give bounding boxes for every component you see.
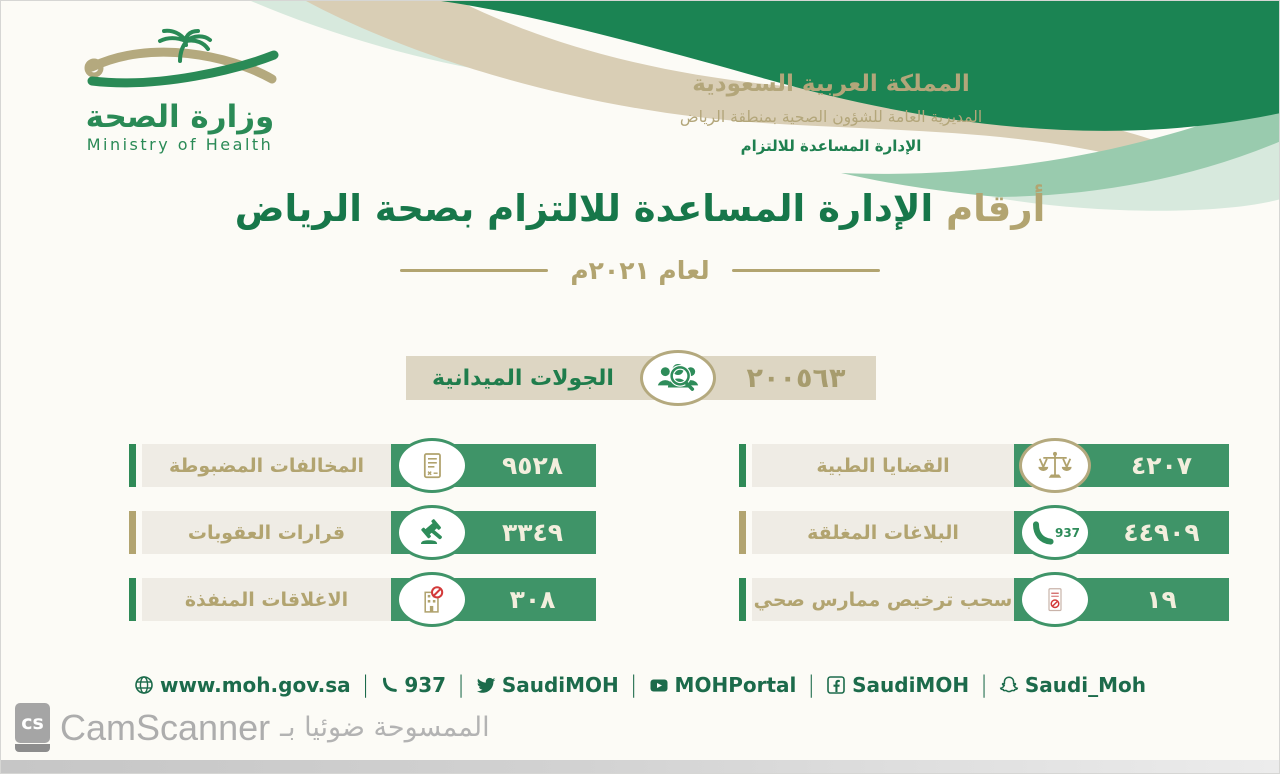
stat-label-zone: الاغلاقات المنفذة <box>142 578 391 621</box>
violations-document-icon <box>396 438 468 493</box>
page-title: أرقام الإدارة المساعدة للالتزام بصحة الر… <box>1 187 1279 230</box>
accent-bar <box>739 578 746 621</box>
footer-item-youtube: MOHPortal <box>649 673 797 697</box>
stat-label-zone: المخالفات المضبوطة <box>142 444 391 487</box>
stat-value: ٣٠٨ <box>509 585 556 614</box>
license-revoked-icon <box>1019 572 1091 627</box>
camscanner-arabic-text: الممسوحة ضوئيا بـ <box>280 712 490 743</box>
footer-separator: | <box>629 672 638 698</box>
footer-snapchat-label: Saudi_Moh <box>1024 673 1147 697</box>
stat-label-zone: القضايا الطبية <box>752 444 1014 487</box>
subtitle-left-dash <box>400 269 549 272</box>
stat-label: القضايا الطبية <box>816 454 950 477</box>
twitter-icon <box>476 677 496 693</box>
stat-value: ٩٥٢٨ <box>501 451 564 480</box>
camscanner-logo-icon: cs <box>15 703 50 752</box>
org-header: المملكة العربية السعودية المديرية العامة… <box>591 71 1071 155</box>
stat-row-closed-reports: البلاغات المغلقة ٤٤٩٠٩ 937 <box>739 505 1229 560</box>
directorate-title: المديرية العامة للشؤون الصحية بمنطقة الر… <box>679 108 983 126</box>
subtitle-text: لعام ٢٠٢١م <box>570 256 710 285</box>
stat-row-license-withdrawal: سحب ترخيص ممارس صحي ١٩ <box>739 572 1229 627</box>
kingdom-title: المملكة العربية السعودية <box>692 71 970 97</box>
globe-icon <box>135 676 153 694</box>
department-title: الإدارة المساعدة للالتزام <box>740 137 922 155</box>
stat-value: ٤٤٩٠٩ <box>1123 518 1200 547</box>
footer-separator: | <box>361 672 370 698</box>
stat-row-violations: المخالفات المضبوطة ٩٥٢٨ <box>129 438 596 493</box>
stat-label-zone: سحب ترخيص ممارس صحي <box>752 578 1014 621</box>
stat-row-medical-cases: القضايا الطبية ٤٢٠٧ <box>739 438 1229 493</box>
people-search-icon <box>640 350 716 406</box>
phone-937-icon: 937 <box>1019 505 1091 560</box>
year-subtitle: لعام ٢٠٢١م <box>1 256 1279 285</box>
snapchat-icon <box>999 676 1018 693</box>
stats-column-left: المخالفات المضبوطة ٩٥٢٨ قرارا <box>129 438 596 645</box>
stat-label-zone: البلاغات المغلقة <box>752 511 1014 554</box>
logo-title-english: Ministry of Health <box>86 134 274 154</box>
stats-column-right: القضايا الطبية ٤٢٠٧ <box>739 438 1229 645</box>
footer-separator: | <box>980 672 988 698</box>
stat-value: ٤٢٠٧ <box>1130 451 1193 480</box>
stat-label: البلاغات المغلقة <box>807 521 959 544</box>
accent-bar <box>739 444 746 487</box>
phone-937-number: 937 <box>1054 525 1081 540</box>
title-rest: الإدارة المساعدة للالتزام بصحة الرياض <box>234 187 934 230</box>
footer-separator: | <box>457 672 465 698</box>
camscanner-brand-text: CamScanner <box>60 706 271 748</box>
footer-separator: | <box>807 672 816 698</box>
justice-scales-icon <box>1019 438 1091 493</box>
footer-contact-bar: www.moh.gov.sa | 937 | SaudiMOH | MOHPor… <box>1 672 1279 698</box>
accent-bar <box>129 578 136 621</box>
stat-value: ٣٣٤٩ <box>501 518 564 547</box>
stat-label: سحب ترخيص ممارس صحي <box>753 588 1013 611</box>
moh-palm-swords-icon <box>84 28 279 88</box>
facebook-icon <box>827 676 845 694</box>
accent-bar <box>129 511 136 554</box>
moh-logo: وزارة الصحة Ministry of Health <box>71 27 289 154</box>
stat-value: ١٩ <box>1146 585 1177 614</box>
closed-building-icon <box>396 572 468 627</box>
camscanner-cs-badge: cs <box>15 703 50 743</box>
hero-stat-field-tours: الجولات الميدانية ٢٠٠٥٦٣ <box>406 350 876 406</box>
scan-edge-strip <box>1 760 1279 773</box>
camscanner-logo-base <box>15 744 50 752</box>
stat-label-zone: قرارات العقوبات <box>142 511 391 554</box>
stat-row-penalty-decisions: قرارات العقوبات ٣٣٤٩ <box>129 505 596 560</box>
footer-phone-label: 937 <box>404 673 447 697</box>
footer-item-snapchat: Saudi_Moh <box>999 673 1146 697</box>
footer-website-label: www.moh.gov.sa <box>159 673 351 697</box>
stat-label: المخالفات المضبوطة <box>168 454 365 477</box>
footer-item-website: www.moh.gov.sa <box>134 673 351 697</box>
gavel-icon <box>396 505 468 560</box>
stat-row-closures: الاغلاقات المنفذة ٣٠٨ <box>129 572 596 627</box>
accent-bar <box>739 511 746 554</box>
footer-item-twitter: SaudiMOH <box>476 673 619 697</box>
phone-icon <box>383 677 398 692</box>
subtitle-right-dash <box>731 269 880 272</box>
header-wave-decoration <box>251 1 1279 211</box>
footer-facebook-label: SaudiMOH <box>852 673 970 697</box>
accent-bar <box>129 444 136 487</box>
logo-title-arabic: وزارة الصحة <box>85 99 275 135</box>
footer-item-facebook: SaudiMOH <box>826 673 969 697</box>
title-accent-word: أرقام <box>946 187 1046 230</box>
camscanner-watermark: cs CamScanner الممسوحة ضوئيا بـ <box>15 703 490 752</box>
stat-label: قرارات العقوبات <box>187 521 346 544</box>
footer-item-phone: 937 <box>380 673 446 697</box>
footer-youtube-label: MOHPortal <box>674 673 797 697</box>
footer-twitter-label: SaudiMOH <box>501 673 619 697</box>
stat-label: الاغلاقات المنفذة <box>184 588 349 611</box>
hero-stat-value: ٢٠٠٥٦٣ <box>746 362 846 394</box>
youtube-icon <box>650 679 668 692</box>
hero-stat-label: الجولات الميدانية <box>432 365 614 391</box>
